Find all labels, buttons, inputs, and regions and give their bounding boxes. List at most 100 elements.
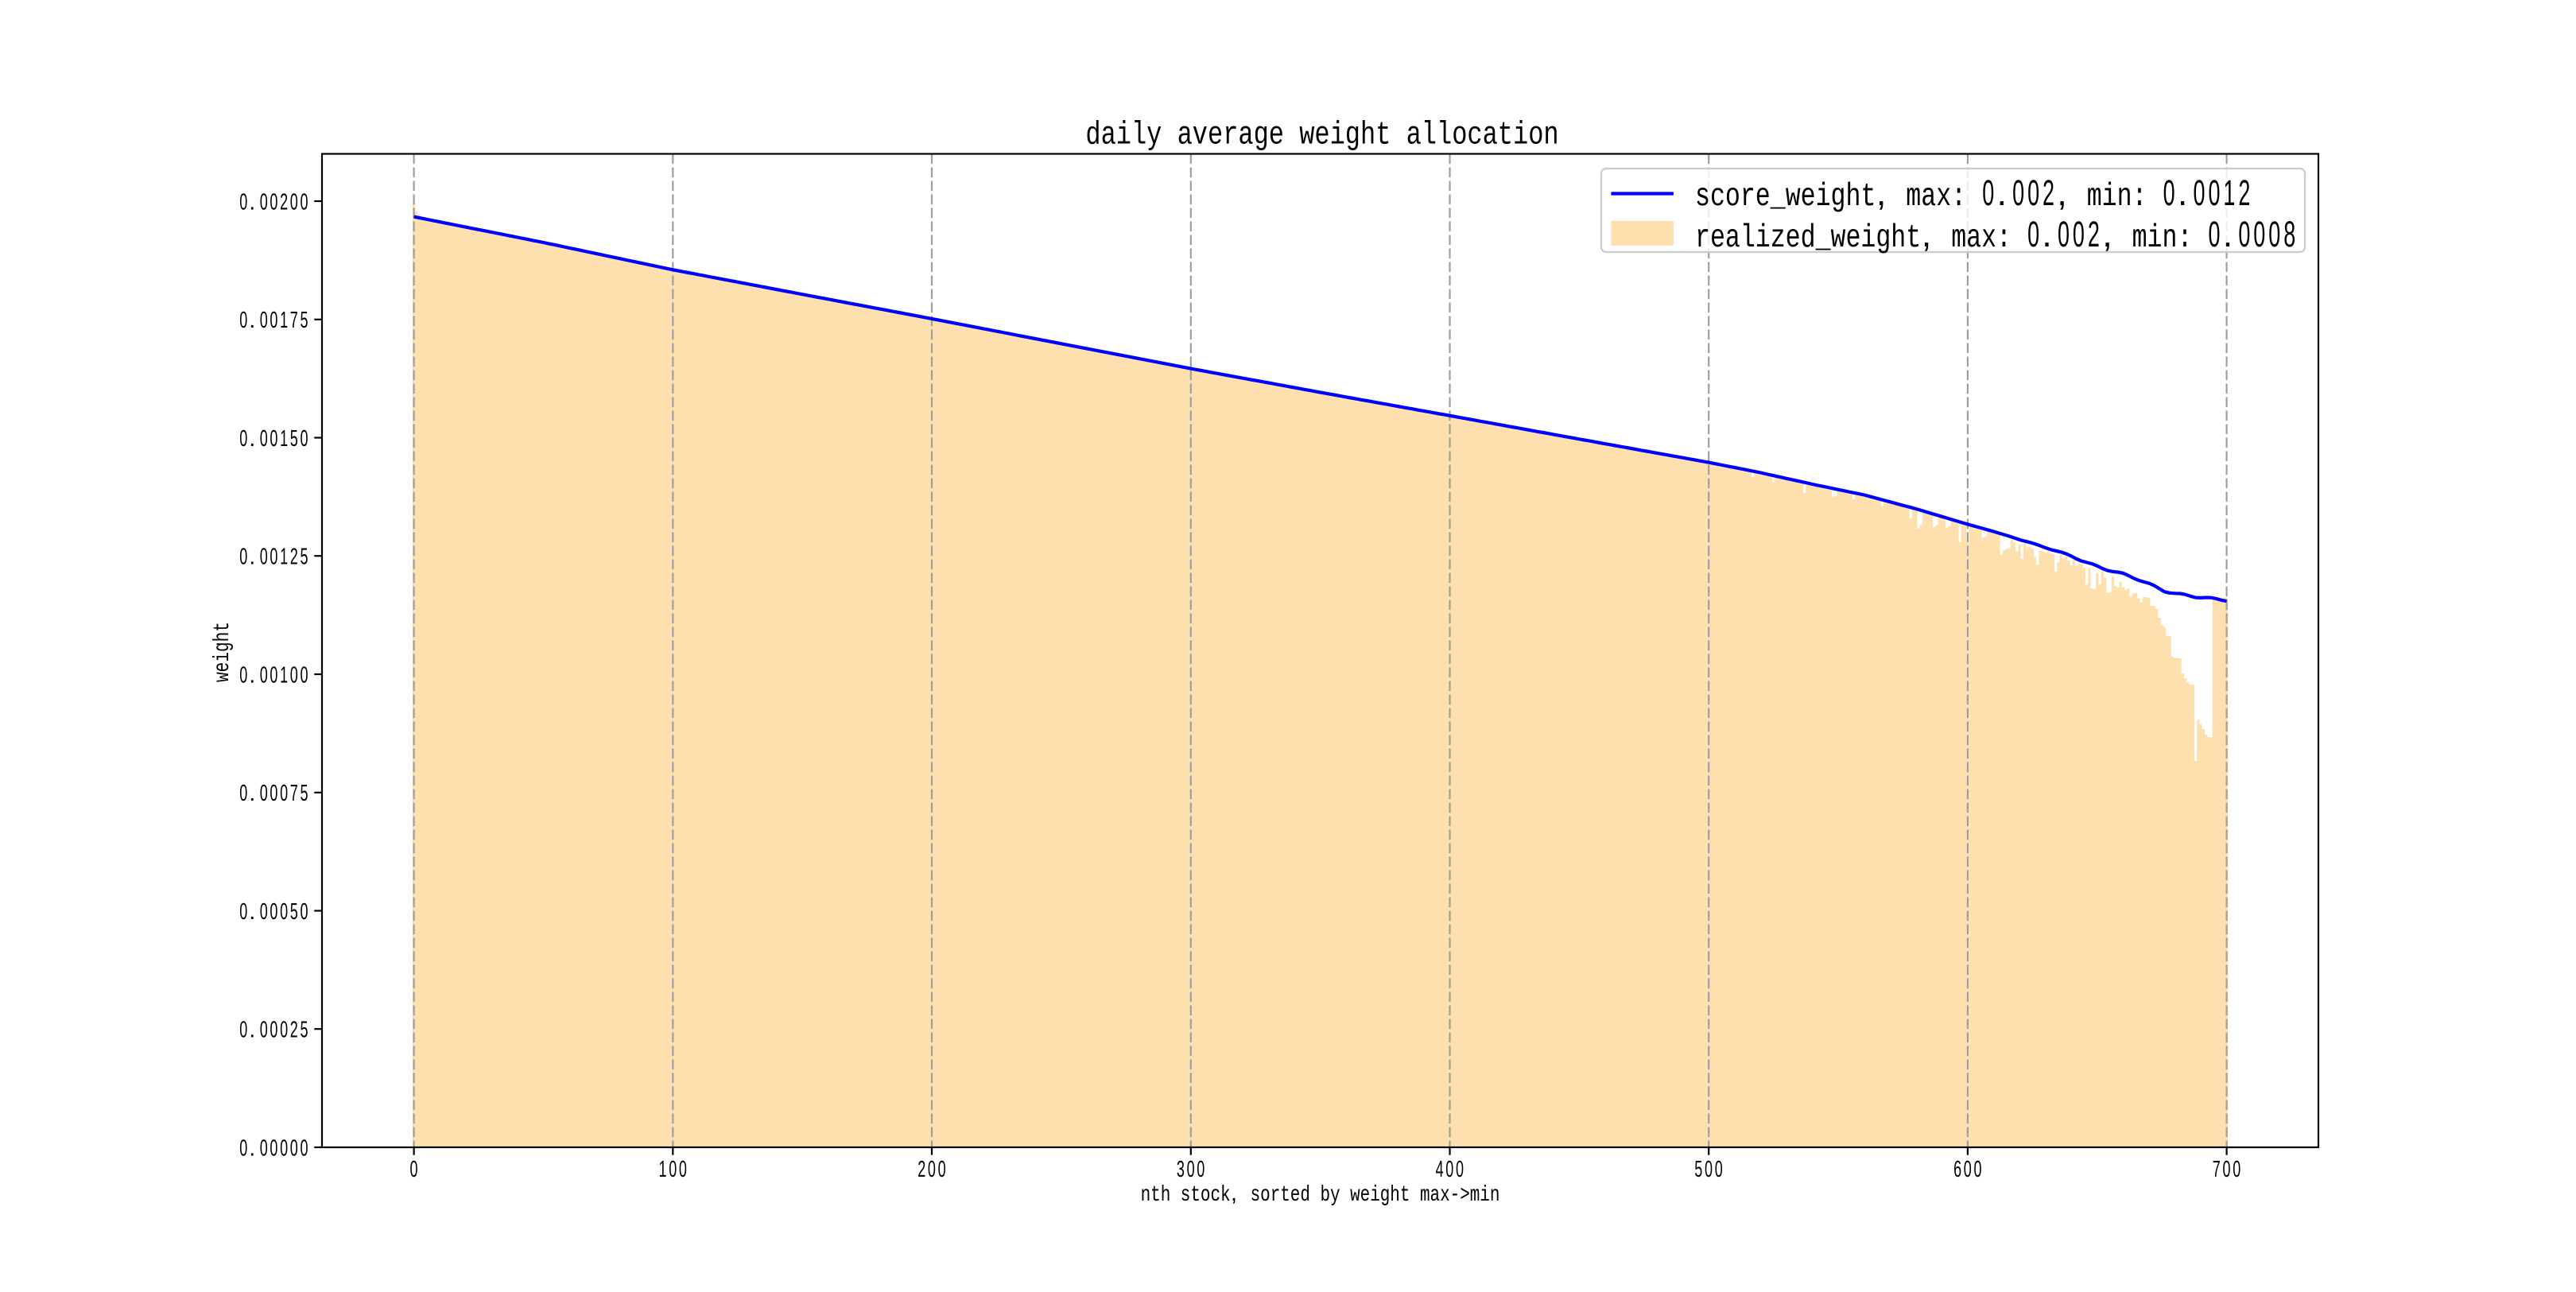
- svg-text:0: 0: [270, 308, 277, 333]
- svg-text:,: ,: [2102, 214, 2112, 254]
- svg-text:,: ,: [1231, 1181, 1237, 1206]
- svg-text:2: 2: [2043, 173, 2054, 213]
- svg-text:0: 0: [1187, 1157, 1195, 1182]
- svg-text:allocation: allocation: [1406, 117, 1559, 153]
- svg-text:0: 0: [1974, 1157, 1982, 1182]
- svg-text:0: 0: [1197, 1157, 1205, 1182]
- svg-text:sorted: sorted: [1251, 1183, 1310, 1208]
- svg-text:0: 0: [301, 899, 308, 925]
- svg-text:1: 1: [280, 308, 288, 333]
- svg-text:0: 0: [1705, 1157, 1713, 1182]
- svg-text:0: 0: [260, 781, 268, 806]
- svg-text:7: 7: [290, 781, 298, 806]
- svg-text:0: 0: [239, 781, 247, 806]
- svg-text:max:: max:: [1951, 220, 2012, 257]
- svg-text:1: 1: [280, 426, 288, 452]
- svg-text:.: .: [1997, 173, 2008, 213]
- svg-text:2: 2: [290, 545, 298, 570]
- svg-text:0: 0: [1445, 1157, 1453, 1182]
- svg-text:max:: max:: [1906, 179, 1966, 215]
- svg-text:0: 0: [2012, 173, 2024, 213]
- svg-text:weight: weight: [1350, 1183, 1410, 1208]
- svg-text:7: 7: [290, 308, 298, 333]
- svg-text:0: 0: [260, 1135, 268, 1161]
- svg-text:daily: daily: [1085, 117, 1162, 153]
- svg-text:0: 0: [1456, 1157, 1464, 1182]
- svg-text:0: 0: [2238, 214, 2250, 254]
- svg-text:weight: weight: [211, 622, 235, 682]
- svg-text:stock: stock: [1181, 1183, 1231, 1208]
- svg-text:score_weight: score_weight: [1695, 179, 1876, 215]
- svg-text:0: 0: [270, 1018, 277, 1043]
- svg-text:0: 0: [260, 1018, 268, 1043]
- svg-text:0: 0: [1964, 1157, 1972, 1182]
- svg-text:0: 0: [410, 1157, 418, 1182]
- svg-text:0: 0: [239, 1135, 247, 1161]
- svg-text:0: 0: [679, 1157, 687, 1182]
- svg-text:0: 0: [2253, 214, 2265, 254]
- svg-text:0: 0: [2194, 173, 2206, 213]
- svg-text:min:: min:: [2132, 220, 2193, 257]
- svg-text:.: .: [2223, 214, 2233, 254]
- svg-text:.: .: [249, 426, 255, 452]
- svg-text:5: 5: [290, 426, 298, 452]
- svg-text:0: 0: [260, 308, 268, 333]
- svg-text:0: 0: [260, 899, 268, 925]
- svg-text:5: 5: [301, 781, 308, 806]
- svg-text:.: .: [249, 1135, 255, 1161]
- svg-text:0: 0: [239, 426, 247, 452]
- svg-text:0: 0: [2233, 1157, 2240, 1182]
- svg-text:.: .: [249, 662, 255, 688]
- svg-text:0: 0: [2223, 1157, 2231, 1182]
- svg-text:0: 0: [280, 899, 288, 925]
- svg-text:0: 0: [2268, 214, 2280, 254]
- svg-text:0: 0: [270, 426, 277, 452]
- svg-text:0: 0: [280, 1135, 288, 1161]
- svg-text:,: ,: [1876, 173, 1887, 213]
- svg-text:0: 0: [1982, 173, 1994, 213]
- svg-text:0: 0: [280, 781, 288, 806]
- svg-text:0: 0: [669, 1157, 677, 1182]
- svg-text:1: 1: [280, 545, 288, 570]
- svg-text:0: 0: [1715, 1157, 1723, 1182]
- svg-text:0: 0: [239, 189, 247, 215]
- svg-text:0: 0: [260, 545, 268, 570]
- svg-text:0: 0: [301, 426, 308, 452]
- svg-text:2: 2: [2088, 214, 2100, 254]
- svg-text:0: 0: [270, 545, 277, 570]
- svg-text:5: 5: [301, 1018, 308, 1043]
- svg-text:3: 3: [1177, 1157, 1185, 1182]
- svg-text:0: 0: [938, 1157, 946, 1182]
- svg-text:1: 1: [2223, 173, 2235, 213]
- svg-text:0: 0: [2163, 173, 2175, 213]
- svg-text:weight: weight: [1299, 117, 1391, 153]
- svg-text:0: 0: [290, 189, 298, 215]
- svg-text:0: 0: [2058, 214, 2070, 254]
- svg-text:.: .: [2042, 214, 2052, 254]
- svg-text:0: 0: [239, 662, 247, 688]
- svg-text:4: 4: [1436, 1157, 1444, 1182]
- svg-text:0: 0: [239, 1018, 247, 1043]
- svg-text:.: .: [249, 1018, 255, 1043]
- svg-text:5: 5: [301, 545, 308, 570]
- svg-text:5: 5: [290, 899, 298, 925]
- svg-text:0: 0: [2027, 173, 2039, 213]
- svg-text:.: .: [249, 781, 255, 806]
- svg-text:nth: nth: [1141, 1183, 1171, 1208]
- svg-text:0: 0: [928, 1157, 936, 1182]
- svg-text:0: 0: [290, 662, 298, 688]
- svg-text:0: 0: [239, 308, 247, 333]
- svg-text:5: 5: [1694, 1157, 1702, 1182]
- svg-text:1: 1: [659, 1157, 667, 1182]
- svg-text:2: 2: [2238, 173, 2250, 213]
- svg-text:min:: min:: [2087, 179, 2147, 215]
- svg-text:.: .: [2178, 173, 2188, 213]
- svg-text:0: 0: [239, 545, 247, 570]
- svg-text:by: by: [1321, 1183, 1340, 1208]
- svg-text:0: 0: [290, 1135, 298, 1161]
- svg-text:realized_weight: realized_weight: [1695, 220, 1921, 257]
- svg-text:0: 0: [2209, 173, 2221, 213]
- svg-text:0: 0: [280, 1018, 288, 1043]
- svg-text:0: 0: [239, 899, 247, 925]
- svg-text:average: average: [1177, 117, 1284, 153]
